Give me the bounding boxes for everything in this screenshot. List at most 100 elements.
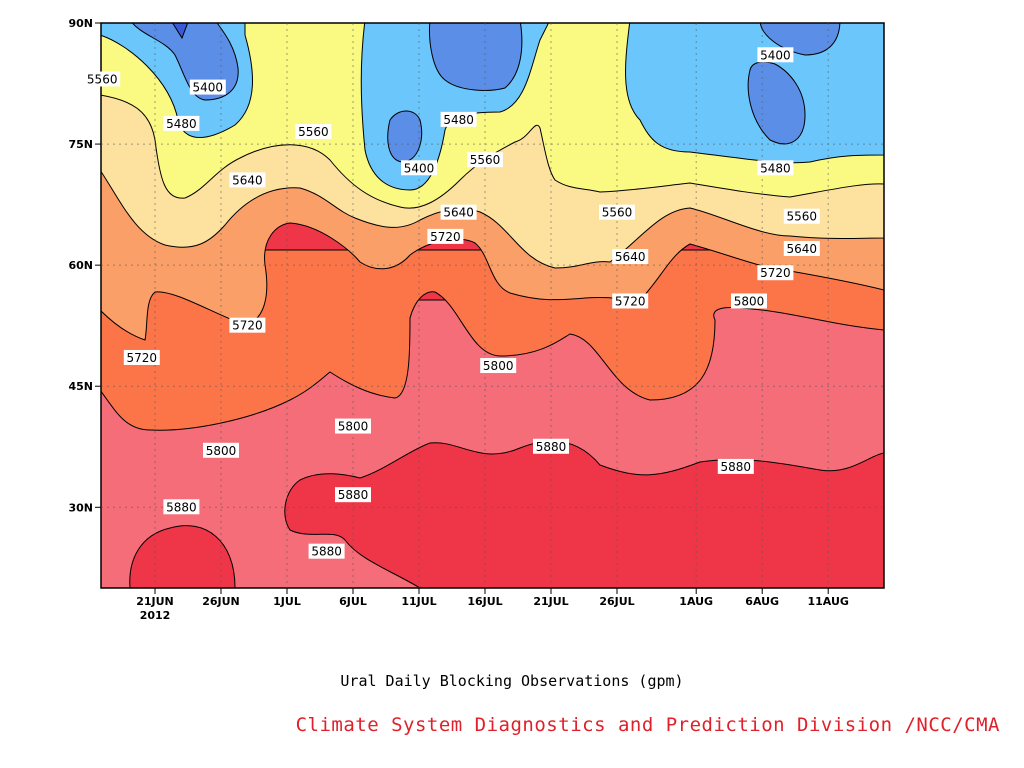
y-axis: 90N 75N 60N 45N 30N bbox=[68, 17, 101, 514]
contour-label: 5720 bbox=[612, 293, 649, 309]
contour-label: 5560 bbox=[783, 208, 820, 224]
x-tick-label: 1AUG bbox=[679, 595, 713, 608]
y-tick-label: 90N bbox=[68, 17, 93, 30]
chart-title: Ural Daily Blocking Observations (gpm) bbox=[340, 672, 684, 690]
contour-label-bg bbox=[427, 228, 464, 244]
contour-label-bg bbox=[783, 208, 820, 224]
contour-label: 5720 bbox=[123, 349, 160, 365]
contour-label-text: 5720 bbox=[615, 294, 646, 308]
contour-label-bg bbox=[757, 47, 794, 63]
contour-label-bg bbox=[295, 123, 332, 139]
contour-label-text: 5480 bbox=[166, 117, 197, 131]
contour-label: 5800 bbox=[480, 358, 517, 374]
x-tick-label: 21JUL bbox=[533, 595, 568, 608]
contour-label-text: 5560 bbox=[87, 73, 118, 87]
contour-label: 5880 bbox=[308, 543, 345, 559]
contour-label-text: 5880 bbox=[166, 500, 197, 514]
contour-label-text: 5800 bbox=[338, 420, 369, 434]
contour-label-bg bbox=[599, 204, 635, 220]
contour-label: 5880 bbox=[163, 499, 200, 515]
contour-label-bg bbox=[783, 241, 820, 256]
x-tick-label: 6JUL bbox=[339, 595, 367, 608]
band-5720 bbox=[101, 249, 884, 431]
contour-label-text: 5640 bbox=[787, 242, 818, 256]
contour-label-text: 5560 bbox=[787, 210, 818, 224]
contour-label-text: 5880 bbox=[721, 460, 752, 474]
contour-label-bg bbox=[612, 293, 649, 309]
contour-label-bg bbox=[335, 418, 371, 434]
x-tick-label: 21JUN bbox=[136, 595, 174, 608]
contour-label-bg bbox=[229, 317, 266, 333]
contour-label: 5880 bbox=[533, 438, 569, 454]
contour-label-text: 5800 bbox=[483, 359, 514, 373]
contour-label-bg bbox=[163, 115, 200, 131]
contour-label-text: 5400 bbox=[760, 48, 791, 62]
contour-label: 5640 bbox=[229, 172, 266, 188]
contour-label-bg bbox=[757, 160, 794, 176]
contour-label-bg bbox=[335, 487, 371, 503]
contour-label-text: 5640 bbox=[443, 206, 474, 220]
contour-label-text: 5560 bbox=[470, 153, 501, 167]
band-below-5400 bbox=[131, 23, 841, 163]
contour-label-bg bbox=[480, 358, 517, 374]
contour-label: 5880 bbox=[717, 458, 754, 474]
contour-label-text: 5480 bbox=[443, 113, 474, 127]
contour-label: 5400 bbox=[401, 160, 437, 176]
contour-label: 5720 bbox=[757, 265, 794, 281]
contour-label: 5720 bbox=[229, 317, 266, 333]
contour-label-text: 5800 bbox=[206, 444, 237, 458]
y-tick-label: 30N bbox=[68, 501, 93, 514]
contour-label-bg bbox=[757, 265, 794, 281]
contour-label-bg bbox=[401, 160, 437, 176]
x-year-label: 2012 bbox=[140, 609, 171, 622]
contour-label-bg bbox=[440, 111, 477, 127]
x-tick-label: 1JUL bbox=[273, 595, 301, 608]
contour-label-bg bbox=[440, 204, 477, 220]
contour-label-text: 5720 bbox=[760, 266, 791, 280]
contour-label-bg bbox=[612, 249, 649, 265]
contour-label: 5800 bbox=[335, 418, 371, 434]
contour-label: 5480 bbox=[757, 160, 794, 176]
x-tick-label: 26JUN bbox=[202, 595, 240, 608]
x-tick-label: 6AUG bbox=[745, 595, 779, 608]
contour-label: 5560 bbox=[467, 152, 503, 168]
x-tick-label: 16JUL bbox=[467, 595, 502, 608]
contour-label-bg bbox=[84, 71, 121, 87]
plot-frame bbox=[100, 22, 885, 589]
contour-label-bg bbox=[163, 499, 200, 515]
contour-label-bg bbox=[123, 349, 160, 365]
contour-label-text: 5720 bbox=[127, 351, 158, 365]
y-tick-label: 45N bbox=[68, 380, 93, 393]
contour-label-text: 5400 bbox=[193, 81, 224, 95]
contour-label: 5560 bbox=[84, 71, 121, 87]
contour-label: 5560 bbox=[599, 204, 635, 220]
y-tick-label: 60N bbox=[68, 259, 93, 272]
contour-label: 5640 bbox=[783, 241, 820, 256]
contour-label: 5800 bbox=[731, 293, 767, 309]
band-below-5400-tip bbox=[172, 23, 189, 40]
contour-label: 5400 bbox=[189, 79, 226, 95]
contour-label: 5880 bbox=[335, 487, 371, 503]
chart-credit: Climate System Diagnostics and Predictio… bbox=[295, 714, 1000, 736]
contour-label: 5640 bbox=[440, 204, 477, 220]
contour-label-text: 5640 bbox=[615, 250, 646, 264]
contour-label-text: 5560 bbox=[298, 125, 329, 139]
contour-label-text: 5720 bbox=[430, 230, 461, 244]
contour-label-bg bbox=[533, 438, 569, 454]
x-tick-label: 11JUL bbox=[401, 595, 436, 608]
contour-label: 5400 bbox=[757, 47, 794, 63]
contour-labels: 5560 5400 5480 5560 5640 5400 5480 5560 5640 5720… bbox=[84, 47, 820, 559]
x-tick-label: 26JUL bbox=[599, 595, 634, 608]
contour-label-text: 5560 bbox=[602, 206, 633, 220]
contour-label-text: 5400 bbox=[404, 161, 435, 175]
contour-label-text: 5880 bbox=[338, 488, 369, 502]
contour-label: 5640 bbox=[612, 249, 649, 265]
contour-label-bg bbox=[467, 152, 503, 168]
contour-label: 5720 bbox=[427, 228, 464, 244]
contour-label-bg bbox=[717, 458, 754, 474]
contour-label-bg bbox=[229, 172, 266, 188]
contour-label-bg bbox=[731, 293, 767, 309]
contour-label-bg bbox=[189, 79, 226, 95]
